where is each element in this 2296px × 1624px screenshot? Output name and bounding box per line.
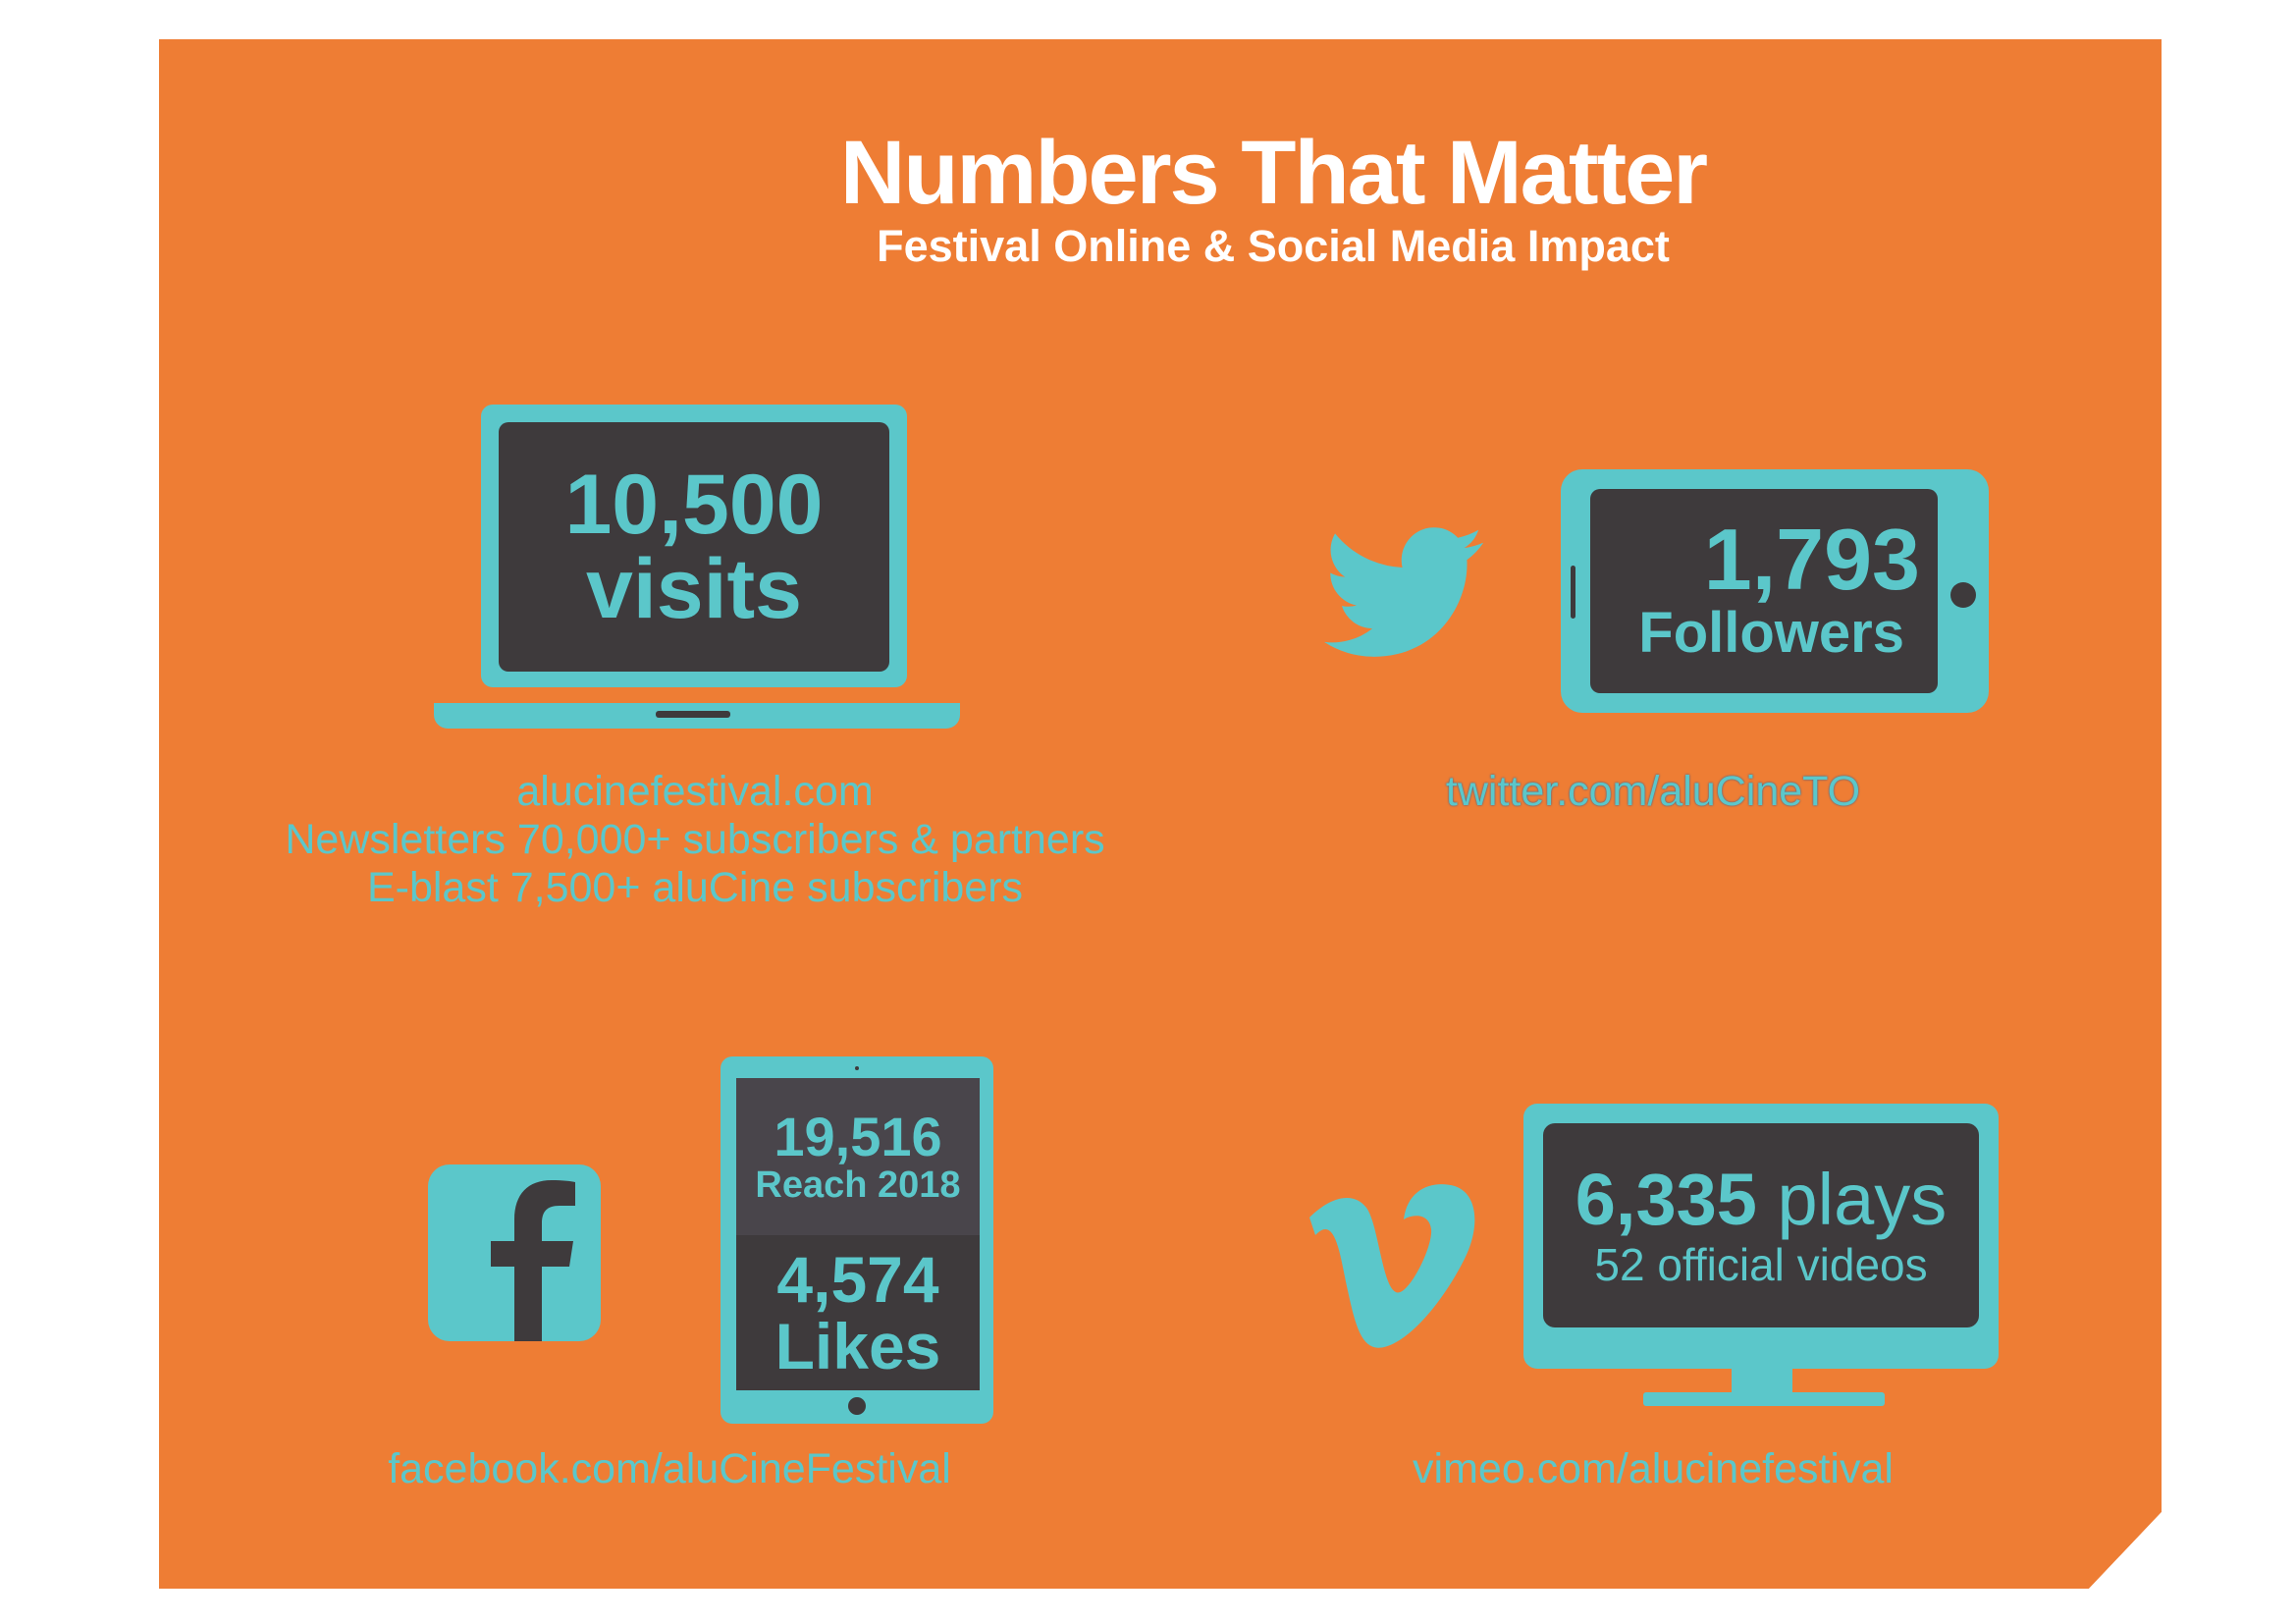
twitter-followers-unit: Followers <box>1638 601 1904 665</box>
twitter-stat: 1,793 Followers <box>1590 489 1938 693</box>
website-stat: 10,500 visits <box>499 422 889 672</box>
vimeo-plays-unit: plays <box>1777 1159 1948 1240</box>
twitter-followers-value: 1,793 <box>1703 511 1920 608</box>
vimeo-stat: 6,335 plays 52 official videos <box>1543 1123 1979 1327</box>
facebook-icon <box>428 1164 601 1341</box>
website-url: alucinefestival.com <box>516 768 874 815</box>
facebook-reach-label: Reach 2018 <box>755 1164 961 1206</box>
newsletter-stat: Newsletters 70,000+ subscribers & partne… <box>285 816 1105 863</box>
vimeo-plays-line: 6,335 plays <box>1575 1161 1948 1239</box>
website-caption: alucinefestival.com Newsletters 70,000+ … <box>159 768 1231 912</box>
facebook-likes-label: Likes <box>774 1310 941 1382</box>
page-fold-corner <box>2089 1512 2162 1589</box>
vimeo-link[interactable]: vimeo.com/alucinefestival <box>1413 1445 1894 1492</box>
infographic-panel: Numbers That Matter Festival Online & So… <box>159 39 2162 1589</box>
facebook-reach-value: 19,516 <box>774 1106 942 1167</box>
facebook-link[interactable]: facebook.com/aluCineFestival <box>388 1445 951 1492</box>
twitter-link[interactable]: twitter.com/aluCineTO <box>1445 768 1861 815</box>
page-subtitle: Festival Online & Social Media Impact <box>877 221 1670 271</box>
page-title: Numbers That Matter <box>839 123 1708 223</box>
website-visits-value: 10,500 <box>564 458 824 552</box>
website-visits-unit: visits <box>586 542 802 636</box>
facebook-likes-value: 4,574 <box>776 1243 939 1316</box>
vimeo-icon <box>1309 1184 1475 1348</box>
facebook-likes-stat: 4,574 Likes <box>736 1235 980 1390</box>
vimeo-videos-count: 52 official videos <box>1594 1239 1928 1290</box>
twitter-bird-icon <box>1324 527 1483 657</box>
facebook-reach-stat: 19,516 Reach 2018 <box>736 1078 980 1235</box>
vimeo-plays-value: 6,335 <box>1575 1159 1757 1240</box>
eblast-stat: E-blast 7,500+ aluCine subscribers <box>366 864 1024 911</box>
